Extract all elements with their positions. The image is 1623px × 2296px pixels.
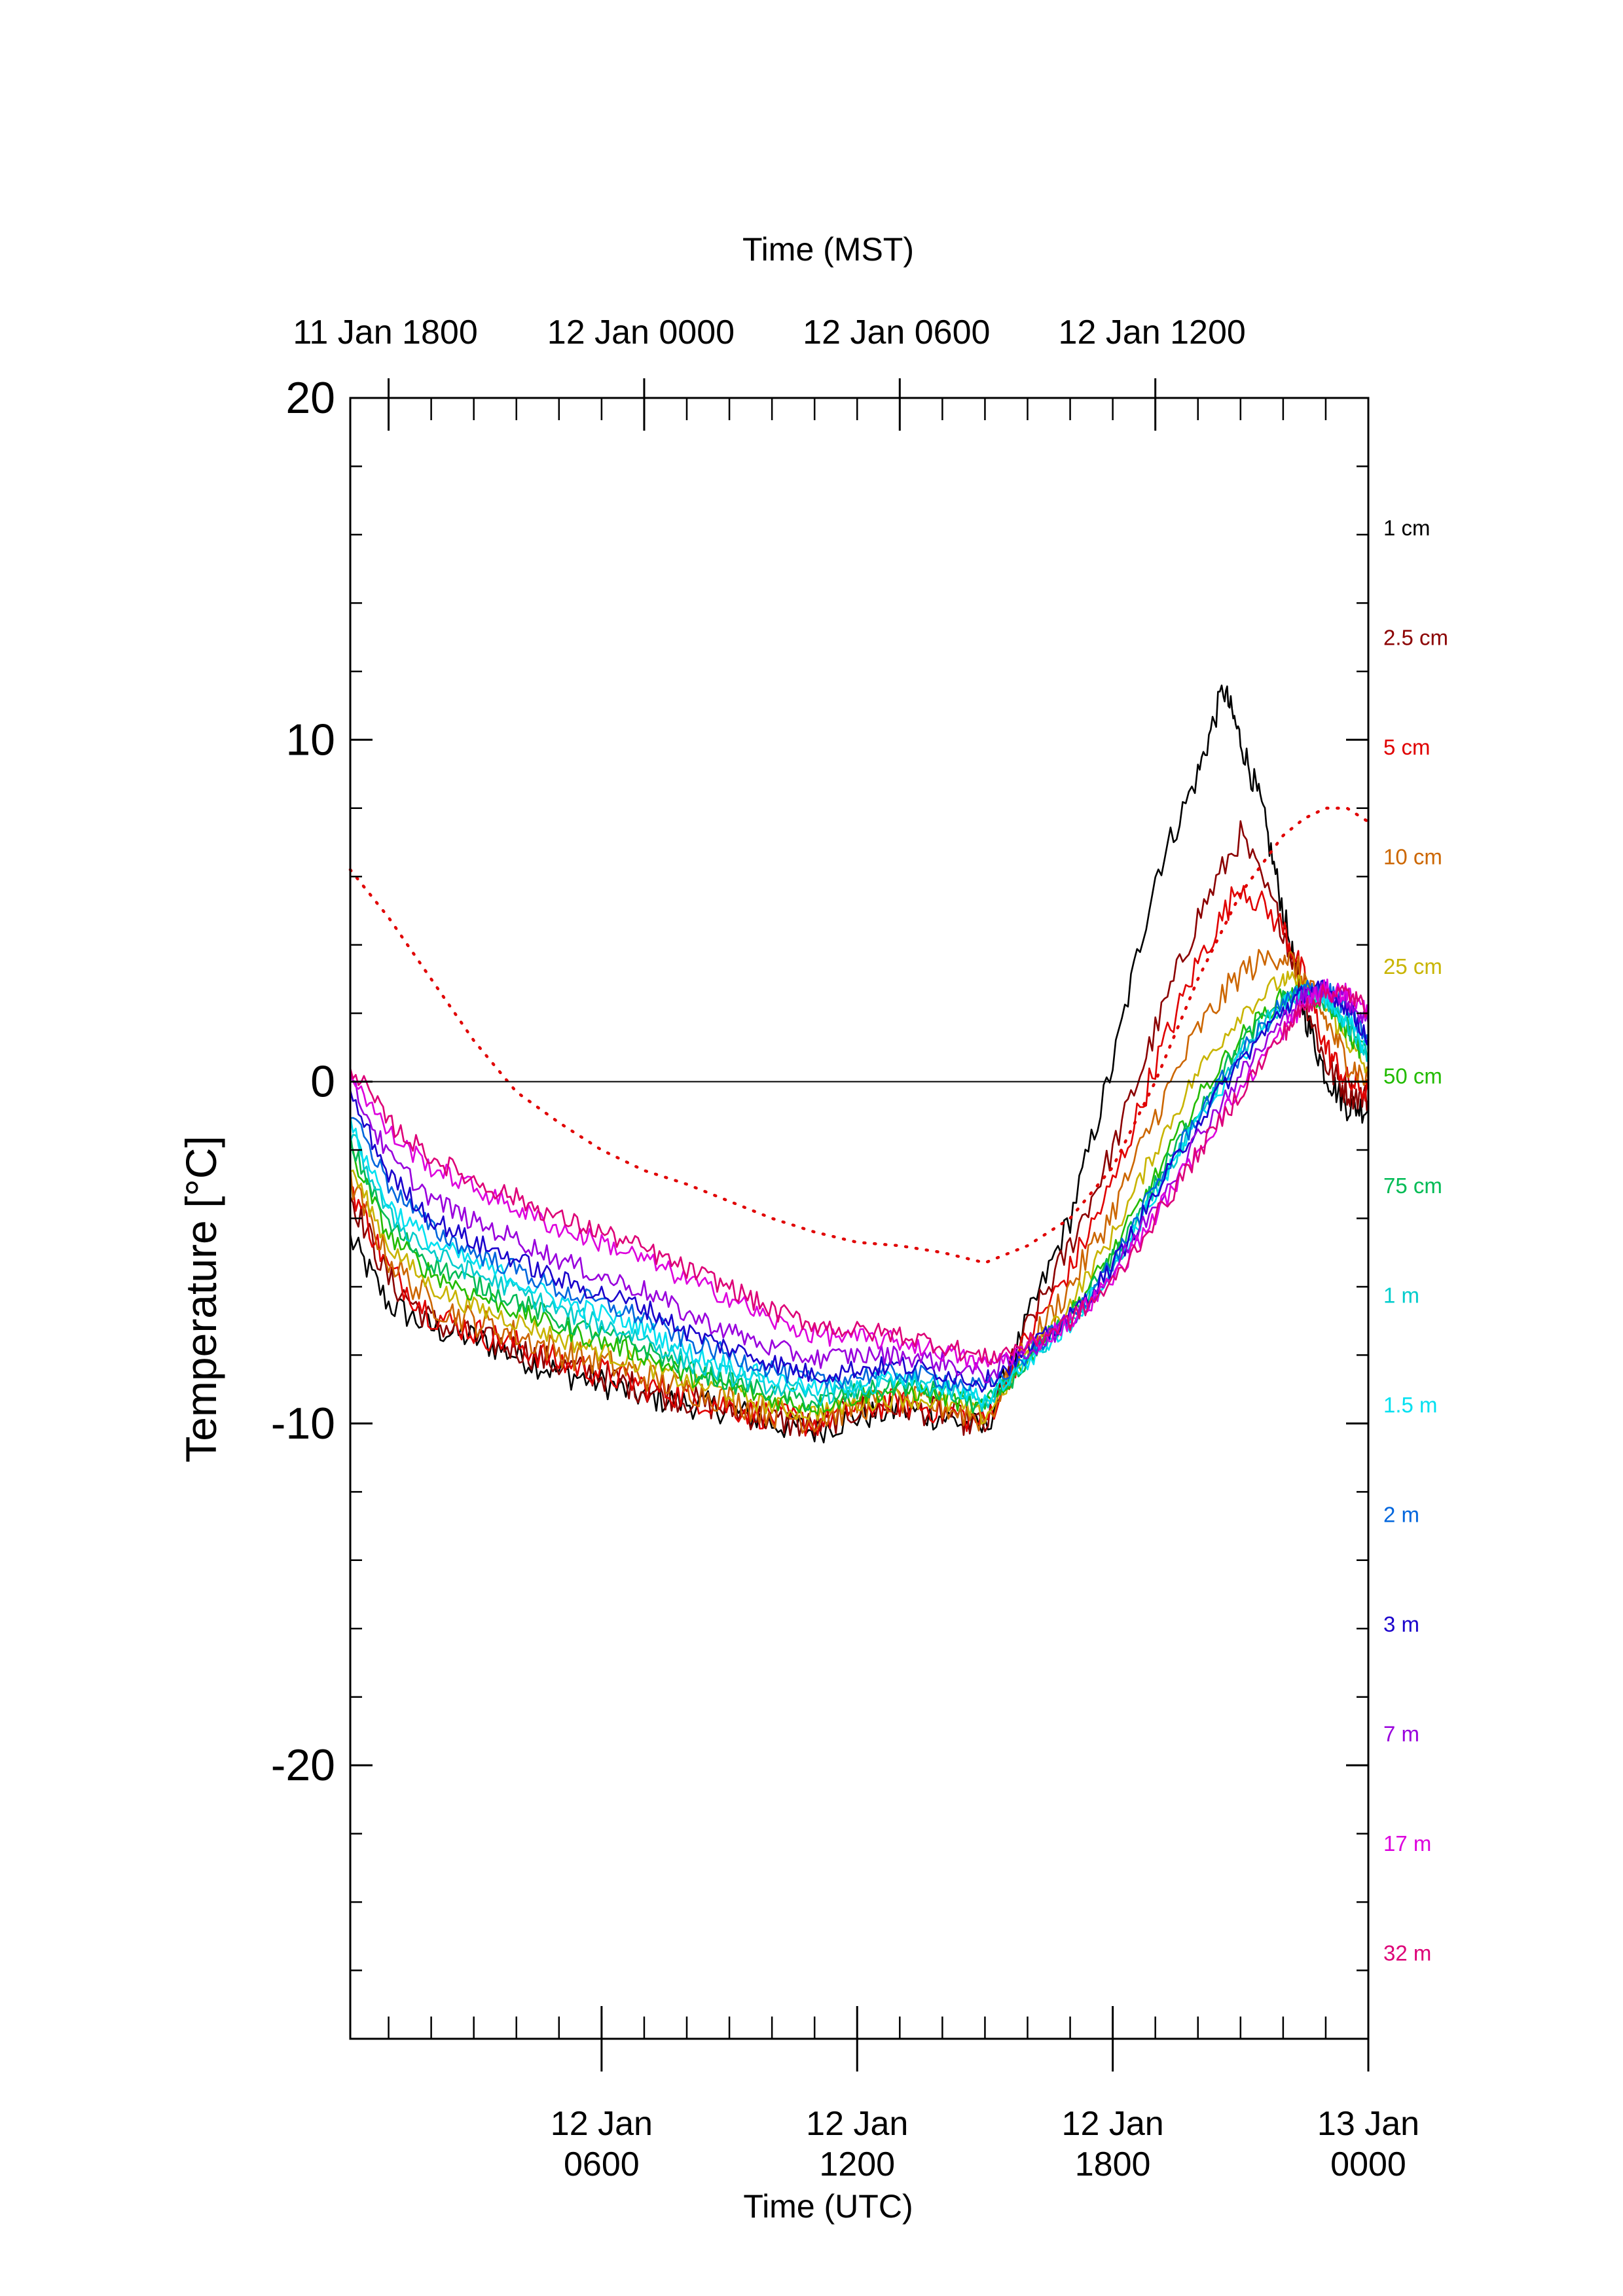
top-tick-label: 11 Jan 1800 bbox=[293, 314, 477, 351]
series-line-13 bbox=[349, 984, 1370, 1365]
bottom-tick-label-line2: 0000 bbox=[1330, 2145, 1406, 2183]
legend-label: 7 m bbox=[1383, 1722, 1419, 1746]
series-line-2 bbox=[350, 885, 1370, 1437]
bottom-tick-label-line2: 1800 bbox=[1075, 2145, 1151, 2183]
y-tick-label: -20 bbox=[271, 1740, 335, 1790]
top-axis-title: Time (MST) bbox=[742, 231, 914, 268]
y-tick-label: 20 bbox=[285, 373, 335, 423]
series-line-3 bbox=[349, 948, 1370, 1434]
legend-label: 50 cm bbox=[1383, 1064, 1442, 1088]
legend-label: 5 cm bbox=[1383, 735, 1431, 759]
series-layer bbox=[348, 684, 1370, 1444]
legend-label: 2 m bbox=[1383, 1503, 1419, 1527]
y-tick-label: 0 bbox=[310, 1057, 335, 1107]
top-tick-label: 12 Jan 0000 bbox=[547, 314, 735, 351]
legend-label: 17 m bbox=[1383, 1831, 1431, 1856]
legend-label: 2.5 cm bbox=[1383, 626, 1448, 650]
legend-label: 1.5 m bbox=[1383, 1393, 1438, 1417]
top-tick-label: 12 Jan 0600 bbox=[803, 314, 990, 351]
bottom-tick-label-line2: 1200 bbox=[819, 2145, 895, 2183]
bottom-tick-label-line1: 12 Jan bbox=[551, 2105, 653, 2143]
series-line-dotted bbox=[348, 806, 1370, 1265]
y-tick-label: -10 bbox=[271, 1399, 335, 1448]
series-line-11 bbox=[350, 981, 1370, 1384]
bottom-tick-label-line1: 12 Jan bbox=[1062, 2105, 1164, 2143]
bottom-tick-label-line1: 12 Jan bbox=[806, 2105, 908, 2143]
series-line-7 bbox=[349, 984, 1370, 1412]
legend-label: 10 cm bbox=[1383, 845, 1442, 869]
top-tick-label: 12 Jan 1200 bbox=[1059, 314, 1246, 351]
legend-label: 32 m bbox=[1383, 1941, 1431, 1965]
legend-label: 25 cm bbox=[1383, 954, 1442, 978]
legend-label: 1 cm bbox=[1383, 516, 1431, 540]
legend-label: 3 m bbox=[1383, 1612, 1419, 1636]
series-line-4 bbox=[350, 971, 1370, 1425]
y-axis-title: Temperature [°C] bbox=[177, 1136, 225, 1463]
legend-label: 1 m bbox=[1383, 1283, 1419, 1308]
bottom-tick-label-line2: 0600 bbox=[564, 2145, 640, 2183]
ticks-layer bbox=[350, 378, 1370, 2072]
legend-label: 75 cm bbox=[1383, 1174, 1442, 1198]
y-tick-label: 10 bbox=[285, 715, 335, 764]
bottom-axis-title: Time (UTC) bbox=[743, 2188, 913, 2225]
bottom-tick-label-line1: 13 Jan bbox=[1317, 2105, 1419, 2143]
series-line-9 bbox=[350, 980, 1370, 1391]
